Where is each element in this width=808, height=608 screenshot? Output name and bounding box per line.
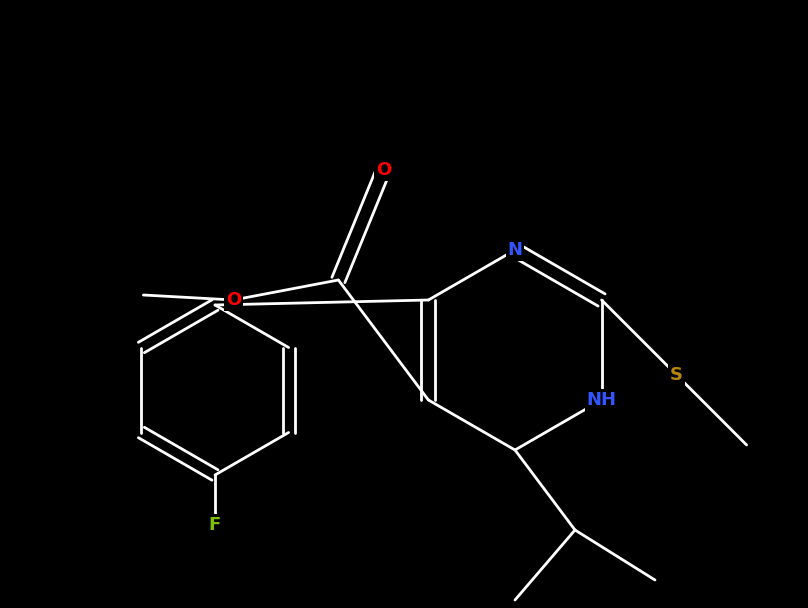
Text: O: O [225,291,241,309]
Text: F: F [209,516,221,534]
Text: NH: NH [587,391,617,409]
Text: N: N [507,241,523,259]
Text: S: S [670,366,683,384]
Text: O: O [376,161,391,179]
